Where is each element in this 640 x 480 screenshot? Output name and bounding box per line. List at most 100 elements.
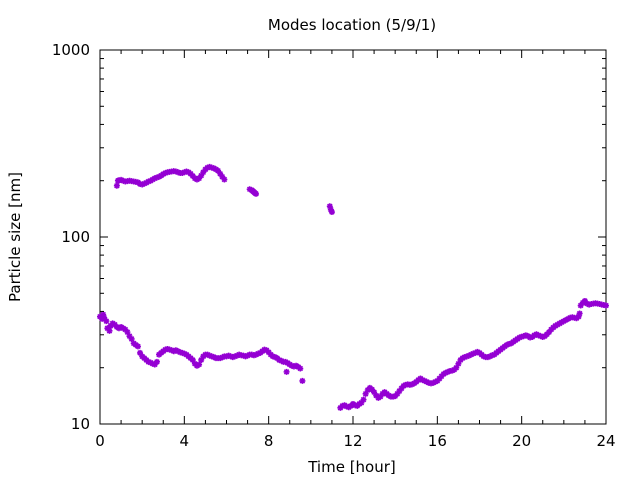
data-point-glyph [449, 367, 456, 374]
data-point-glyph [103, 318, 110, 325]
x-tick-label: 4 [180, 432, 190, 450]
data-point [246, 186, 253, 193]
data-point [371, 389, 378, 396]
data-point [423, 378, 430, 385]
x-tick-label: 24 [596, 432, 615, 450]
data-point-glyph [200, 169, 207, 176]
data-point [328, 209, 335, 216]
x-tick-label: 20 [512, 432, 531, 450]
data-point-glyph [327, 206, 334, 213]
data-point-glyph [283, 368, 290, 375]
y-axis-title: Particle size [nm] [6, 172, 24, 302]
data-point [373, 392, 380, 399]
data-point [100, 311, 107, 318]
data-point [124, 329, 131, 336]
data-point-glyph [101, 314, 108, 321]
data-point [196, 175, 203, 182]
data-point-glyph [111, 321, 118, 328]
data-point-glyph [368, 386, 375, 393]
data-point [137, 349, 144, 356]
data-point [360, 396, 367, 403]
data-point-glyph [535, 332, 542, 339]
data-point-glyph [139, 181, 146, 188]
data-point-glyph [120, 177, 127, 184]
data-point-glyph [299, 377, 306, 384]
data-point [101, 314, 108, 321]
x-tick-label: 8 [264, 432, 274, 450]
data-point [396, 388, 403, 395]
data-point-glyph [546, 329, 553, 336]
data-point-glyph [444, 368, 451, 375]
data-point [546, 329, 553, 336]
data-point-glyph [151, 361, 158, 368]
data-point [377, 393, 384, 400]
data-point [576, 310, 583, 317]
data-point-glyph [432, 378, 439, 385]
data-point-glyph [394, 390, 401, 397]
data-point [326, 203, 333, 210]
data-point [151, 361, 158, 368]
data-point-glyph [577, 302, 584, 309]
data-point-glyph [537, 333, 544, 340]
data-point-glyph [575, 313, 582, 320]
data-point-glyph [198, 356, 205, 363]
data-point [539, 333, 546, 340]
data-point-glyph [398, 385, 405, 392]
data-point-glyph [371, 389, 378, 396]
data-point [581, 297, 588, 304]
data-point-glyph [522, 332, 529, 339]
data-point [327, 206, 334, 213]
data-point-glyph [219, 173, 226, 180]
data-point-glyph [134, 343, 141, 350]
data-point [603, 302, 609, 309]
data-point-glyph [118, 176, 125, 183]
data-point-glyph [358, 399, 365, 406]
data-point-glyph [145, 178, 152, 185]
data-point-glyph [423, 378, 430, 385]
data-point [126, 333, 133, 340]
data-point [434, 377, 441, 384]
data-point [432, 378, 439, 385]
data-point [221, 176, 228, 183]
data-point-glyph [360, 396, 367, 403]
data-point-glyph [377, 393, 384, 400]
data-point [299, 377, 306, 384]
y-tick-label: 10 [71, 415, 90, 433]
data-point-glyph [297, 365, 304, 372]
y-tick-label: 100 [61, 228, 90, 246]
data-point-glyph [253, 190, 260, 197]
data-point-glyph [215, 167, 222, 174]
data-point-glyph [198, 172, 205, 179]
data-point [113, 182, 120, 189]
data-point [455, 360, 462, 367]
data-point [398, 385, 405, 392]
data-point [219, 173, 226, 180]
data-point-glyph [396, 388, 403, 395]
data-point [106, 327, 113, 334]
data-point [198, 356, 205, 363]
data-point-glyph [122, 326, 129, 333]
data-point-glyph [100, 311, 107, 318]
data-point [520, 333, 527, 340]
data-point-glyph [221, 176, 228, 183]
data-point [122, 326, 129, 333]
data-point-glyph [196, 361, 203, 368]
data-point-glyph [581, 297, 588, 304]
data-point-glyph [419, 376, 426, 383]
data-point [107, 322, 114, 329]
data-point [139, 181, 146, 188]
data-point-glyph [603, 302, 609, 309]
data-point [577, 302, 584, 309]
data-point-glyph [104, 325, 111, 332]
x-tick-label: 12 [343, 432, 362, 450]
data-point-glyph [153, 358, 160, 365]
x-tick-label: 16 [428, 432, 447, 450]
data-markers [97, 163, 609, 411]
data-point [503, 341, 510, 348]
data-point [217, 170, 224, 177]
data-point-glyph [137, 349, 144, 356]
data-point [358, 399, 365, 406]
data-point [522, 332, 529, 339]
data-point [516, 334, 523, 341]
data-point-glyph [328, 209, 335, 216]
